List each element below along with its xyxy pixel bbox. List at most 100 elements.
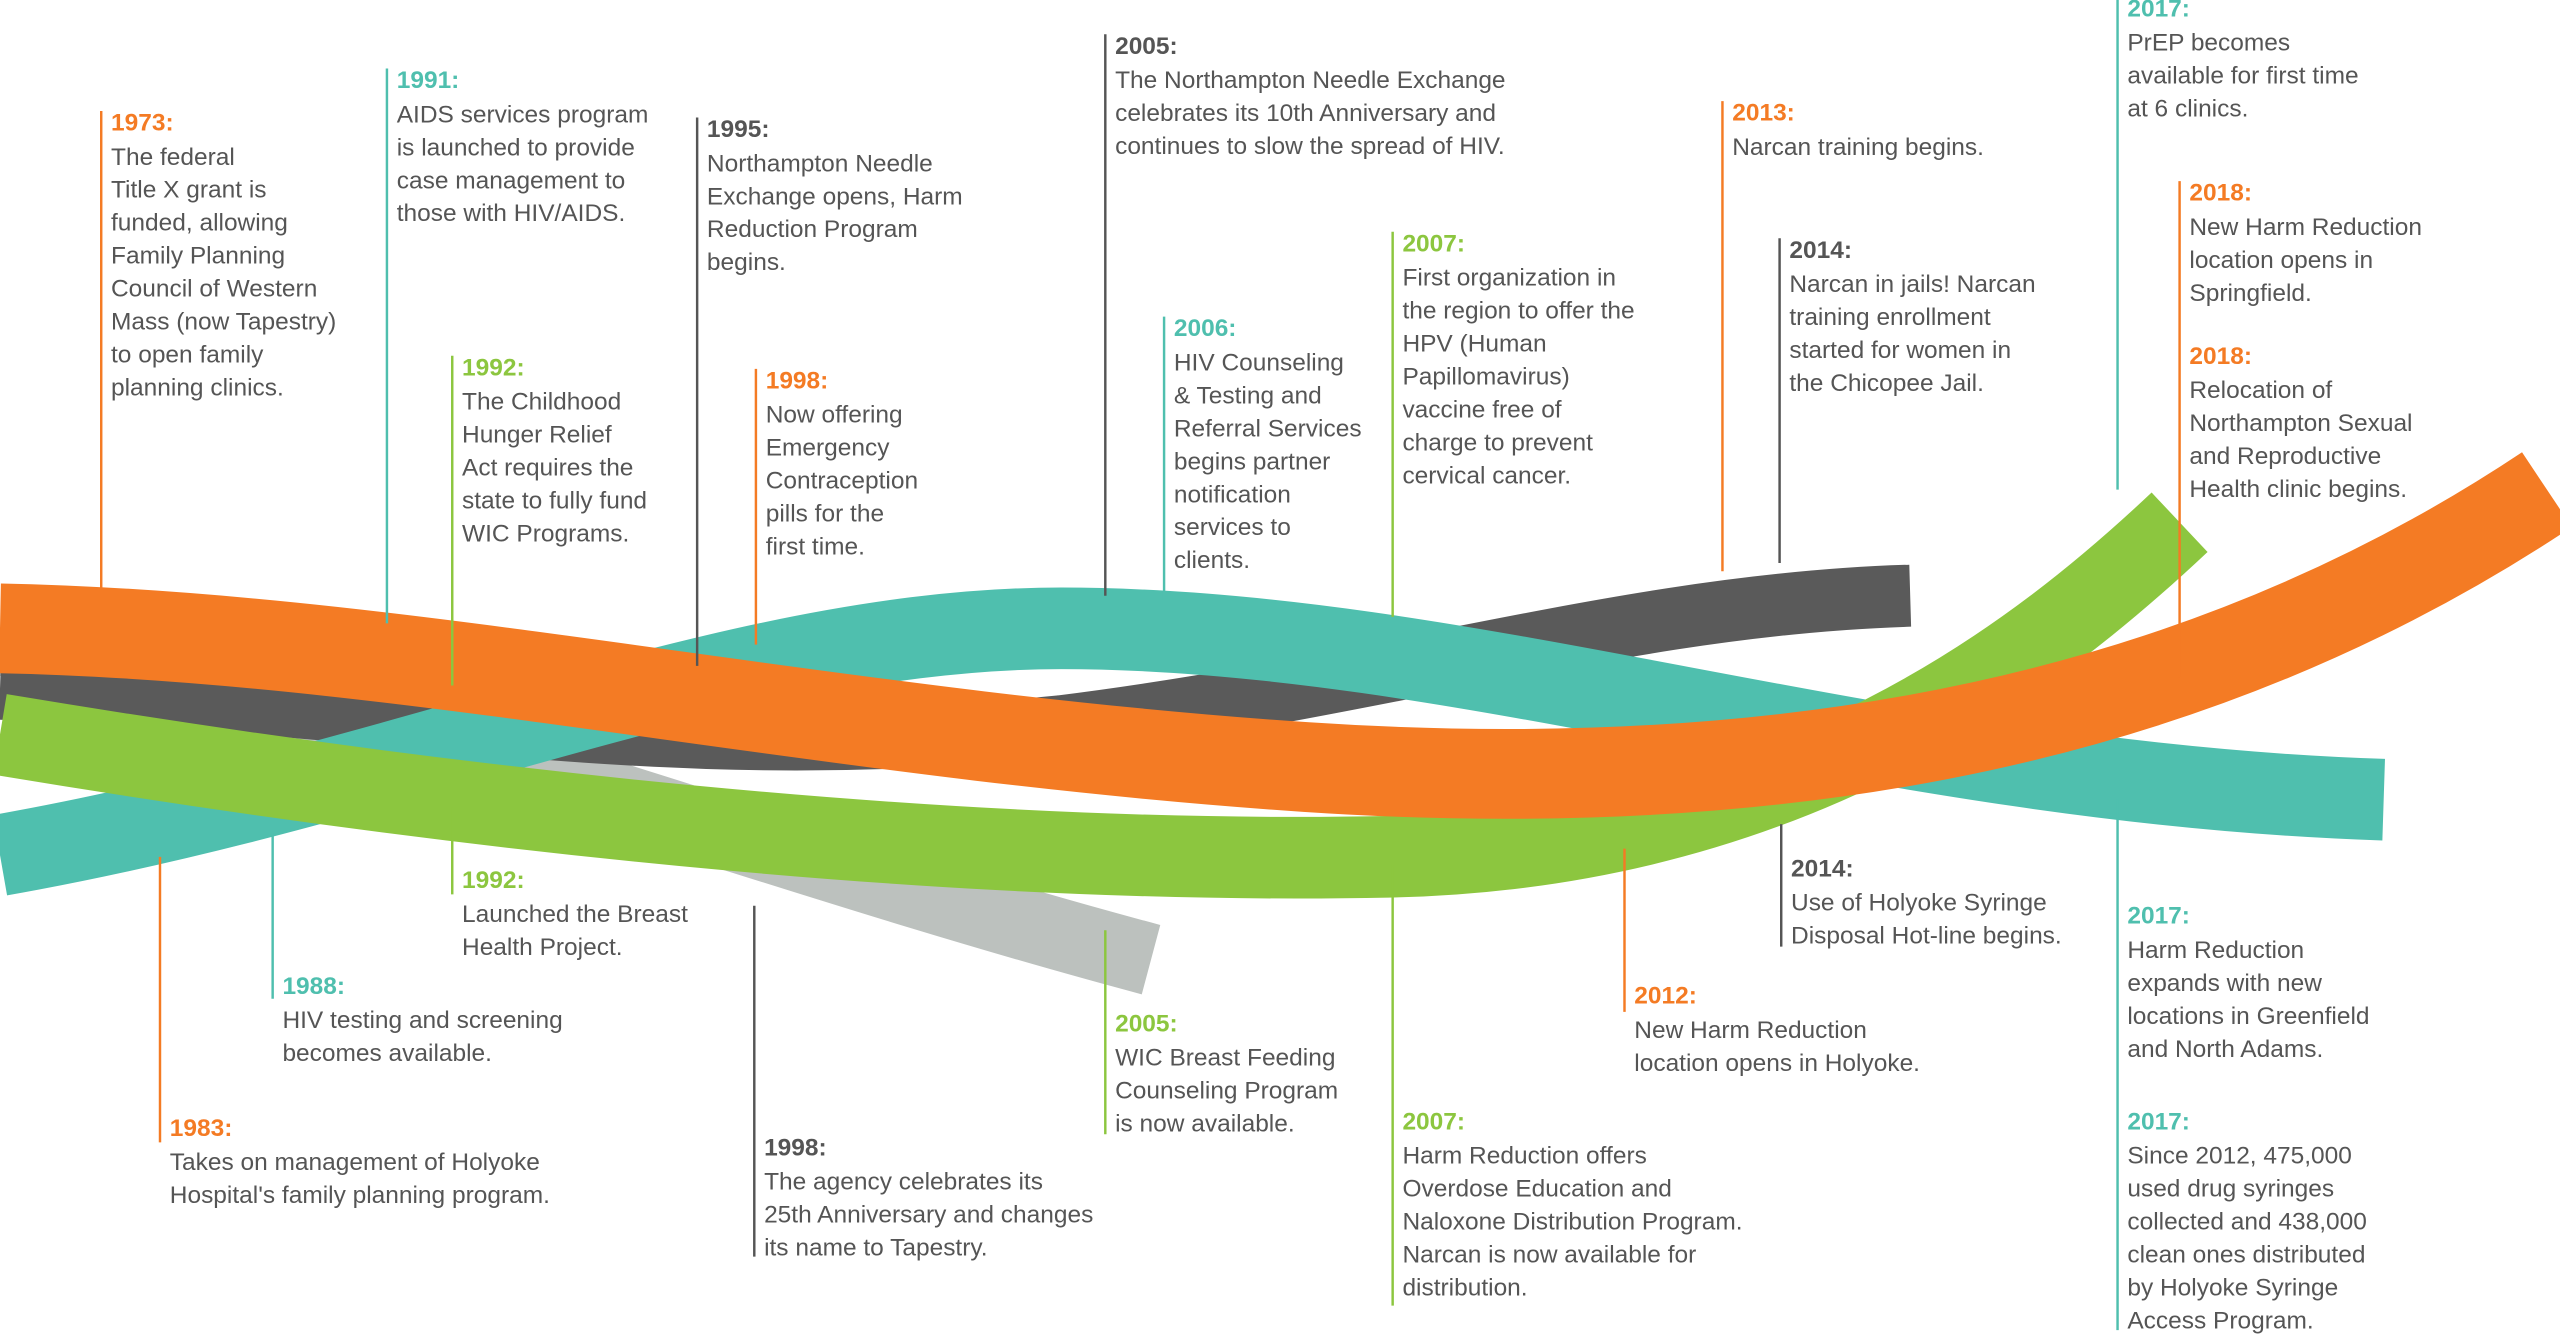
event-year: 1973: (111, 110, 174, 137)
event-text: location opens in Holyoke. (1634, 1050, 1920, 1077)
event-text: charge to prevent (1402, 429, 1593, 456)
event-year: 2006: (1174, 315, 1237, 342)
event-text: Since 2012, 475,000 (2127, 1143, 2352, 1170)
event-text: celebrates its 10th Anniversary and (1115, 100, 1496, 127)
event-year: 2018: (2189, 343, 2252, 370)
event-text: HPV (Human (1402, 330, 1546, 357)
event-text: HIV testing and screening (282, 1007, 562, 1034)
event-text: Northampton Needle (707, 150, 933, 177)
event-text: AIDS services program (397, 101, 649, 128)
event-text: first time. (766, 534, 865, 561)
event-text: at 6 clinics. (2127, 95, 2248, 122)
event-text: state to fully fund (462, 487, 647, 514)
event-year: 1992: (462, 867, 525, 894)
event-text: cervical cancer. (1402, 462, 1571, 489)
event-text: collected and 438,000 (2127, 1209, 2366, 1236)
event-year: 2017: (2127, 903, 2190, 930)
event-year: 1988: (282, 973, 345, 1000)
event-text: those with HIV/AIDS. (397, 200, 626, 227)
event-text: 25th Anniversary and changes (764, 1202, 1093, 1229)
event-text: The federal (111, 144, 235, 171)
event-text: Family Planning (111, 243, 285, 270)
event-text: the region to offer the (1402, 298, 1634, 325)
event-text: is launched to provide (397, 134, 635, 161)
event-year: 1998: (764, 1134, 827, 1161)
event-text: Disposal Hot-line begins. (1791, 923, 2062, 950)
event-text: Health clinic begins. (2189, 476, 2407, 503)
event-year: 2018: (2189, 180, 2252, 207)
event-text: Act requires the (462, 455, 633, 482)
event-text: Overdose Education and (1402, 1176, 1671, 1203)
event-text: planning clinics. (111, 375, 284, 402)
event-text: clients. (1174, 547, 1250, 574)
event-year: 2007: (1402, 230, 1465, 257)
event-text: Hospital's family planning program. (170, 1182, 550, 1209)
event-text: & Testing and (1174, 382, 1322, 409)
event-text: Relocation of (2189, 377, 2332, 404)
event-text: case management to (397, 167, 626, 194)
event-text: started for women in (1789, 337, 2011, 364)
event-text: services to (1174, 514, 1291, 541)
event-text: Narcan is now available for (1402, 1241, 1696, 1268)
event-year: 1995: (707, 116, 770, 143)
event-year: 2013: (1732, 100, 1795, 127)
event-text: Access Program. (2127, 1307, 2313, 1334)
event-text: Use of Holyoke Syringe (1791, 890, 2047, 917)
event-text: New Harm Reduction (1634, 1017, 1867, 1044)
event-year: 2017: (2127, 0, 2190, 22)
event-year: 2012: (1634, 983, 1697, 1010)
event-text: by Holyoke Syringe (2127, 1274, 2338, 1301)
event-text: WIC Programs. (462, 520, 629, 547)
event-text: PrEP becomes (2127, 30, 2290, 57)
event-text: used drug syringes (2127, 1176, 2334, 1203)
green-ribbon (0, 492, 2208, 899)
event-text: clean ones distributed (2127, 1241, 2365, 1268)
event-year: 2005: (1115, 33, 1178, 60)
events: 1973: The federal Title X grant is funded, … (100, 0, 2422, 1334)
event-text: Narcan in jails! Narcan (1789, 271, 2035, 298)
event-text: Now offering (766, 402, 903, 429)
event-text: Launched the Breast (462, 901, 688, 928)
event-text: Narcan training begins. (1732, 134, 1984, 161)
event-text: its name to Tapestry. (764, 1235, 988, 1262)
event-text: Reduction Program (707, 216, 918, 243)
event-text: to open family (111, 342, 264, 369)
event-text: The agency celebrates its (764, 1169, 1043, 1196)
event-text: Counseling Program (1115, 1078, 1338, 1105)
event-text: vaccine free of (1402, 396, 1561, 423)
event-text: Naloxone Distribution Program. (1402, 1209, 1742, 1236)
event-text: WIC Breast Feeding (1115, 1045, 1335, 1072)
event-text: is now available. (1115, 1111, 1295, 1138)
event-text: HIV Counseling (1174, 349, 1344, 376)
event-year: 1983: (170, 1115, 233, 1142)
event-text: Takes on management of Holyoke (170, 1149, 540, 1176)
event-year: 2014: (1789, 237, 1852, 264)
event-text: Council of Western (111, 276, 317, 303)
event-text: Harm Reduction (2127, 937, 2304, 964)
event-text: Health Project. (462, 934, 623, 961)
event-text: available for first time (2127, 63, 2358, 90)
event-text: Referral Services (1174, 415, 1362, 442)
event-text: location opens in (2189, 247, 2373, 274)
event-text: First organization in (1402, 265, 1616, 292)
event-text: The Childhood (462, 389, 621, 416)
event-text: Exchange opens, Harm (707, 183, 963, 210)
event-text: begins. (707, 249, 786, 276)
event-text: Mass (now Tapestry) (111, 309, 336, 336)
event-text: locations in Greenfield (2127, 1003, 2369, 1030)
event-text: New Harm Reduction (2189, 214, 2422, 241)
event-text: funded, allowing (111, 210, 288, 237)
orange-ribbon (0, 452, 2560, 819)
event-year: 2007: (1402, 1108, 1465, 1135)
event-text: Contraception (766, 468, 918, 495)
event-text: pills for the (766, 501, 884, 528)
event-text: expands with new (2127, 970, 2322, 997)
event-text: becomes available. (282, 1040, 492, 1067)
event-text: and Reproductive (2189, 443, 2381, 470)
event-year: 2017: (2127, 1108, 2190, 1135)
event-text: Harm Reduction offers (1402, 1143, 1646, 1170)
event-year: 1998: (766, 367, 829, 394)
event-text: Hunger Relief (462, 422, 612, 449)
ribbons (0, 452, 2560, 995)
